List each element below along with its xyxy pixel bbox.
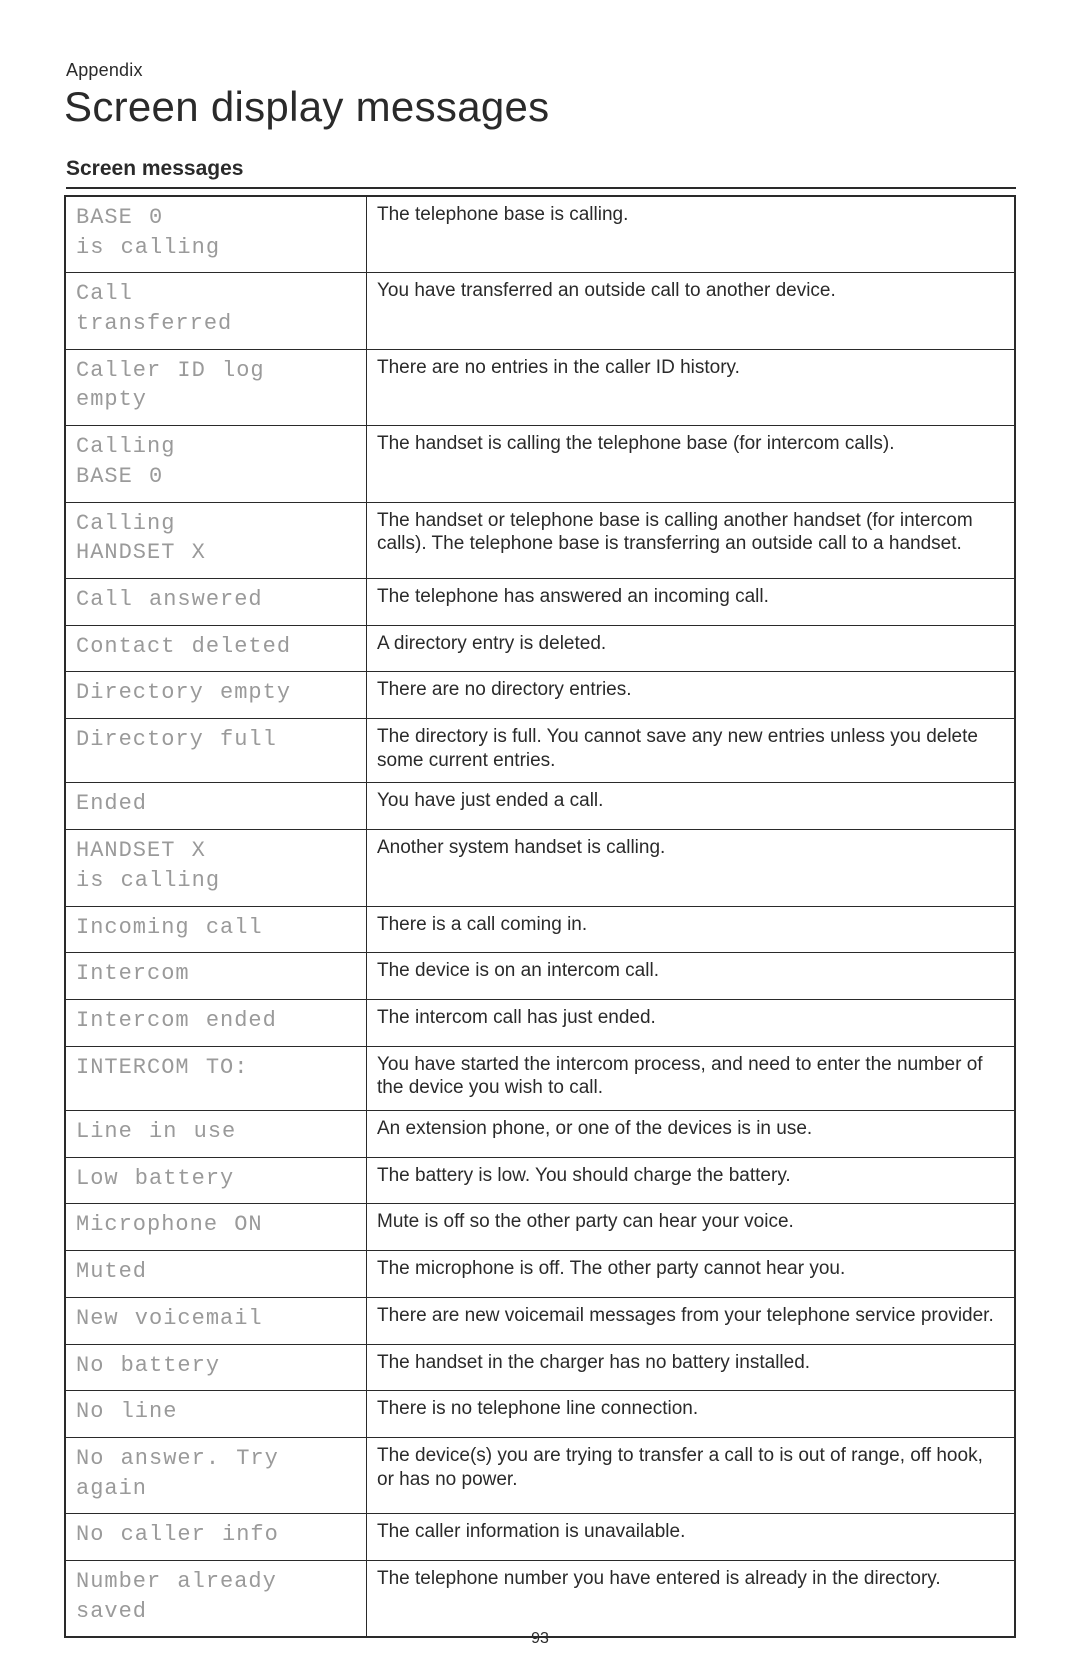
lcd-message: Intercom ended <box>76 1006 356 1036</box>
table-row: No battery The handset in the charger has… <box>65 1344 1015 1391</box>
table-row: Number already saved The telephone number… <box>65 1560 1015 1637</box>
message-description: There is no telephone line connection. <box>377 1397 1004 1421</box>
table-row: HANDSET X is calling Another system hands… <box>65 830 1015 906</box>
message-description: The directory is full. You cannot save a… <box>377 725 1004 773</box>
lcd-message: New voicemail <box>76 1304 356 1334</box>
lcd-message: No caller info <box>76 1520 356 1550</box>
page-number: 93 <box>0 1630 1080 1648</box>
table-row: No caller info The caller information is … <box>65 1514 1015 1561</box>
lcd-message: Caller ID log empty <box>76 356 356 415</box>
message-description: You have just ended a call. <box>377 789 1004 813</box>
table-row: Directory full The directory is full. You… <box>65 718 1015 783</box>
table-row: Caller ID log empty There are no entries … <box>65 349 1015 425</box>
message-description: A directory entry is deleted. <box>377 632 1004 656</box>
section-label: Appendix <box>66 60 1016 81</box>
table-row: Directory empty There are no directory en… <box>65 672 1015 719</box>
lcd-message: Microphone ON <box>76 1210 356 1240</box>
screen-messages-table: BASE 0 is calling The telephone base is c… <box>64 195 1016 1638</box>
lcd-message: Incoming call <box>76 913 356 943</box>
lcd-message: Line in use <box>76 1117 356 1147</box>
lcd-message: BASE 0 is calling <box>76 203 356 262</box>
table-row: Incoming call There is a call coming in. <box>65 906 1015 953</box>
lcd-message: Calling HANDSET X <box>76 509 356 568</box>
message-description: Mute is off so the other party can hear … <box>377 1210 1004 1234</box>
table-row: Call transferred You have transferred an … <box>65 273 1015 349</box>
lcd-message: INTERCOM TO: <box>76 1053 356 1083</box>
manual-page: Appendix Screen display messages Screen … <box>0 0 1080 1678</box>
message-description: The caller information is unavailable. <box>377 1520 1004 1544</box>
lcd-message: No battery <box>76 1351 356 1381</box>
lcd-message: Contact deleted <box>76 632 356 662</box>
lcd-message: Call transferred <box>76 279 356 338</box>
table-row: Calling BASE 0 The handset is calling the… <box>65 426 1015 502</box>
message-description: You have transferred an outside call to … <box>377 279 1004 303</box>
message-description: The handset or telephone base is calling… <box>377 509 1004 557</box>
message-description: The handset in the charger has no batter… <box>377 1351 1004 1375</box>
table-row: Low battery The battery is low. You shoul… <box>65 1157 1015 1204</box>
lcd-message: Directory full <box>76 725 356 755</box>
message-description: You have started the intercom process, a… <box>377 1053 1004 1101</box>
table-row: Contact deleted A directory entry is dele… <box>65 625 1015 672</box>
message-description: The telephone number you have entered is… <box>377 1567 1004 1591</box>
lcd-message: Directory empty <box>76 678 356 708</box>
table-row: No line There is no telephone line connec… <box>65 1391 1015 1438</box>
table-row: Intercom ended The intercom call has just… <box>65 999 1015 1046</box>
table-row: Ended You have just ended a call. <box>65 783 1015 830</box>
message-description: There are new voicemail messages from yo… <box>377 1304 1004 1328</box>
table-row: Intercom The device is on an intercom cal… <box>65 953 1015 1000</box>
table-row: Calling HANDSET X The handset or telephon… <box>65 502 1015 578</box>
message-description: The handset is calling the telephone bas… <box>377 432 1004 456</box>
table-heading: Screen messages <box>66 157 1016 189</box>
lcd-message: Intercom <box>76 959 356 989</box>
lcd-message: Call answered <box>76 585 356 615</box>
lcd-message: Ended <box>76 789 356 819</box>
message-description: Another system handset is calling. <box>377 836 1004 860</box>
message-description: An extension phone, or one of the device… <box>377 1117 1004 1141</box>
table-row: BASE 0 is calling The telephone base is c… <box>65 196 1015 273</box>
lcd-message: No line <box>76 1397 356 1427</box>
table-row: No answer. Try again The device(s) you ar… <box>65 1437 1015 1513</box>
table-row: Call answered The telephone has answered … <box>65 578 1015 625</box>
message-description: There are no directory entries. <box>377 678 1004 702</box>
table-row: New voicemail There are new voicemail mes… <box>65 1297 1015 1344</box>
message-description: The telephone has answered an incoming c… <box>377 585 1004 609</box>
page-title: Screen display messages <box>64 83 1016 131</box>
lcd-message: Calling BASE 0 <box>76 432 356 491</box>
table-row: Microphone ON Mute is off so the other pa… <box>65 1204 1015 1251</box>
lcd-message: Number already saved <box>76 1567 356 1626</box>
message-description: There is a call coming in. <box>377 913 1004 937</box>
lcd-message: Low battery <box>76 1164 356 1194</box>
lcd-message: No answer. Try again <box>76 1444 356 1503</box>
message-description: The battery is low. You should charge th… <box>377 1164 1004 1188</box>
lcd-message: Muted <box>76 1257 356 1287</box>
message-description: There are no entries in the caller ID hi… <box>377 356 1004 380</box>
table-row: INTERCOM TO: You have started the interco… <box>65 1046 1015 1111</box>
message-description: The telephone base is calling. <box>377 203 1004 227</box>
table-row: Muted The microphone is off. The other pa… <box>65 1251 1015 1298</box>
message-description: The device(s) you are trying to transfer… <box>377 1444 1004 1492</box>
message-description: The device is on an intercom call. <box>377 959 1004 983</box>
message-description: The microphone is off. The other party c… <box>377 1257 1004 1281</box>
message-description: The intercom call has just ended. <box>377 1006 1004 1030</box>
table-row: Line in use An extension phone, or one of… <box>65 1111 1015 1158</box>
lcd-message: HANDSET X is calling <box>76 836 356 895</box>
